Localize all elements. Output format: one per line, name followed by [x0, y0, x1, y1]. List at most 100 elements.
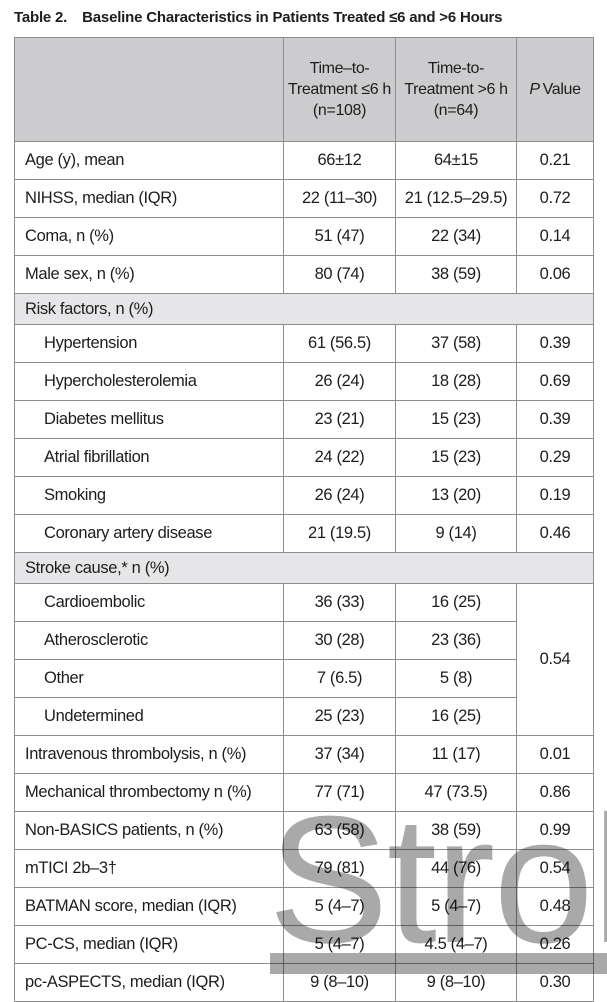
section-label: Stroke cause,* n (%) — [14, 552, 594, 584]
cell-le6: 30 (28) — [283, 621, 396, 660]
table-caption: Table 2. Baseline Characteristics in Pati… — [0, 0, 607, 37]
cell-gt6: 22 (34) — [395, 217, 517, 256]
cell-pvalue: 0.14 — [516, 217, 594, 256]
row-label: PC-CS, median (IQR) — [14, 925, 284, 964]
cell-le6: 51 (47) — [283, 217, 396, 256]
cell-le6: 26 (24) — [283, 476, 396, 515]
cell-gt6: 16 (25) — [395, 697, 517, 736]
baseline-characteristics-table: Time–to-Treatment ≤6 h (n=108) Time-to-T… — [14, 37, 594, 1002]
cell-pvalue: 0.06 — [516, 255, 594, 294]
cell-gt6: 13 (20) — [395, 476, 517, 515]
table-row: Coronary artery disease 21 (19.5) 9 (14) 0.… — [14, 514, 594, 553]
cell-pvalue: 0.29 — [516, 438, 594, 477]
table-row: Other 7 (6.5) 5 (8) — [14, 659, 594, 698]
row-label: Atrial fibrillation — [14, 438, 284, 477]
cell-gt6: 38 (59) — [395, 255, 517, 294]
table-row: mTICI 2b–3† 79 (81) 44 (76) 0.54 — [14, 849, 594, 888]
cell-gt6: 15 (23) — [395, 438, 517, 477]
header-row: Time–to-Treatment ≤6 h (n=108) Time-to-T… — [14, 37, 594, 142]
row-label: Diabetes mellitus — [14, 400, 284, 439]
cell-gt6: 37 (58) — [395, 324, 517, 363]
row-label: NIHSS, median (IQR) — [14, 179, 284, 218]
cell-pvalue: 0.21 — [516, 141, 594, 180]
cell-gt6: 9 (8–10) — [395, 963, 517, 1002]
cell-pvalue: 0.54 — [516, 849, 594, 888]
cell-pvalue: 0.39 — [516, 400, 594, 439]
cell-gt6: 9 (14) — [395, 514, 517, 553]
cell-pvalue: 0.48 — [516, 887, 594, 926]
section-label: Risk factors, n (%) — [14, 293, 594, 325]
cell-pvalue: 0.19 — [516, 476, 594, 515]
cell-le6: 66±12 — [283, 141, 396, 180]
table-row: BATMAN score, median (IQR) 5 (4–7) 5 (4–7)… — [14, 887, 594, 926]
table-row: Atherosclerotic 30 (28) 23 (36) — [14, 621, 594, 660]
cell-le6: 22 (11–30) — [283, 179, 396, 218]
cell-gt6: 5 (4–7) — [395, 887, 517, 926]
cell-le6: 5 (4–7) — [283, 887, 396, 926]
section-row: Stroke cause,* n (%) — [14, 552, 594, 584]
row-label: BATMAN score, median (IQR) — [14, 887, 284, 926]
row-label: pc-ASPECTS, median (IQR) — [14, 963, 284, 1002]
cell-le6: 26 (24) — [283, 362, 396, 401]
cell-pvalue: 0.46 — [516, 514, 594, 553]
cell-le6: 36 (33) — [283, 583, 396, 622]
cell-le6: 21 (19.5) — [283, 514, 396, 553]
cell-le6: 37 (34) — [283, 735, 396, 774]
cell-pvalue: 0.01 — [516, 735, 594, 774]
table-row: Undetermined 25 (23) 16 (25) — [14, 697, 594, 736]
row-label: Non-BASICS patients, n (%) — [14, 811, 284, 850]
table-row: Hypercholesterolemia 26 (24) 18 (28) 0.69 — [14, 362, 594, 401]
cell-pvalue: 0.30 — [516, 963, 594, 1002]
cell-le6: 80 (74) — [283, 255, 396, 294]
table-row: Coma, n (%) 51 (47) 22 (34) 0.14 — [14, 217, 594, 256]
row-label: Coronary artery disease — [14, 514, 284, 553]
cell-gt6: 15 (23) — [395, 400, 517, 439]
table-row: Non-BASICS patients, n (%) 63 (58) 38 (59)… — [14, 811, 594, 850]
table-row: pc-ASPECTS, median (IQR) 9 (8–10) 9 (8–10)… — [14, 963, 594, 1002]
table-row: Smoking 26 (24) 13 (20) 0.19 — [14, 476, 594, 515]
table-row: Intravenous thrombolysis, n (%) 37 (34) 11… — [14, 735, 594, 774]
cell-pvalue: 0.69 — [516, 362, 594, 401]
table-number: Table 2. — [14, 9, 68, 26]
cell-gt6: 18 (28) — [395, 362, 517, 401]
row-label: Intravenous thrombolysis, n (%) — [14, 735, 284, 774]
cell-gt6: 16 (25) — [395, 583, 517, 622]
cell-gt6: 23 (36) — [395, 621, 517, 660]
row-label: Age (y), mean — [14, 141, 284, 180]
table-row: Cardioembolic 36 (33) 16 (25) 0.54 — [14, 583, 594, 736]
cell-le6: 77 (71) — [283, 773, 396, 812]
table-row: Atrial fibrillation 24 (22) 15 (23) 0.29 — [14, 438, 594, 477]
table-header: Time–to-Treatment ≤6 h (n=108) Time-to-T… — [14, 37, 594, 142]
cell-le6: 24 (22) — [283, 438, 396, 477]
row-label: Hypercholesterolemia — [14, 362, 284, 401]
row-label: Hypertension — [14, 324, 284, 363]
cell-gt6: 64±15 — [395, 141, 517, 180]
table-row: Diabetes mellitus 23 (21) 15 (23) 0.39 — [14, 400, 594, 439]
cell-le6: 7 (6.5) — [283, 659, 396, 698]
header-le6-cell: Time–to-Treatment ≤6 h (n=108) — [283, 37, 396, 142]
header-empty-cell — [14, 37, 284, 142]
table-row: Mechanical thrombectomy n (%) 77 (71) 47 (… — [14, 773, 594, 812]
cell-le6: 63 (58) — [283, 811, 396, 850]
cell-pvalue: 0.99 — [516, 811, 594, 850]
row-label: Other — [14, 659, 284, 698]
header-gt6-cell: Time-to-Treatment >6 h (n=64) — [395, 37, 517, 142]
cell-gt6: 44 (76) — [395, 849, 517, 888]
table-row: PC-CS, median (IQR) 5 (4–7) 4.5 (4–7) 0.26 — [14, 925, 594, 964]
table-body: Age (y), mean 66±12 64±15 0.21 NIHSS, median… — [14, 141, 594, 1002]
row-label: Male sex, n (%) — [14, 255, 284, 294]
row-label: Coma, n (%) — [14, 217, 284, 256]
cell-le6: 61 (56.5) — [283, 324, 396, 363]
cell-pvalue: 0.39 — [516, 324, 594, 363]
row-label: mTICI 2b–3† — [14, 849, 284, 888]
cell-gt6: 4.5 (4–7) — [395, 925, 517, 964]
section-row: Risk factors, n (%) — [14, 293, 594, 325]
row-label: Undetermined — [14, 697, 284, 736]
cell-pvalue: 0.26 — [516, 925, 594, 964]
cell-gt6: 21 (12.5–29.5) — [395, 179, 517, 218]
cell-le6: 9 (8–10) — [283, 963, 396, 1002]
table-row: Hypertension 61 (56.5) 37 (58) 0.39 — [14, 324, 594, 363]
row-label: Atherosclerotic — [14, 621, 284, 660]
table-title-text: Baseline Characteristics in Patients Tre… — [82, 9, 503, 26]
cell-le6: 25 (23) — [283, 697, 396, 736]
